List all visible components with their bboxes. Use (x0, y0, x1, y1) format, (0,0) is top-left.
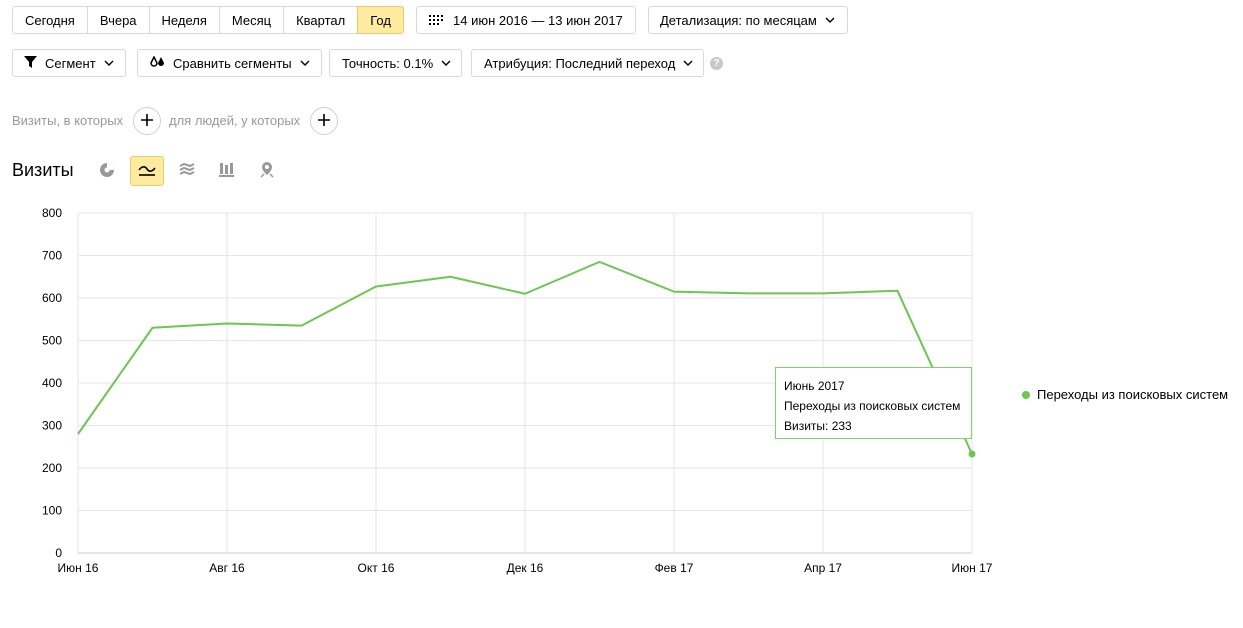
chevron-down-icon (441, 60, 451, 66)
bar-view-button[interactable] (210, 156, 244, 186)
y-tick-label: 0 (55, 546, 62, 560)
x-tick-label: Апр 17 (804, 561, 842, 575)
chevron-down-icon (825, 17, 835, 23)
line-chart-icon (138, 163, 156, 180)
y-tick-label: 400 (42, 376, 62, 390)
funnel-icon (24, 55, 37, 71)
tooltip-series: Переходы из поисковых систем (784, 399, 961, 413)
period-today-button[interactable]: Сегодня (13, 7, 88, 33)
map-view-button[interactable] (250, 156, 284, 186)
segment-label: Сегмент (45, 55, 96, 71)
x-tick-label: Окт 16 (358, 561, 395, 575)
detail-label: Детализация: по месяцам (660, 12, 817, 28)
pie-chart-icon (99, 162, 115, 181)
detail-dropdown[interactable]: Детализация: по месяцам (648, 6, 848, 34)
add-people-condition-button[interactable] (310, 107, 338, 135)
add-visit-condition-button[interactable] (133, 107, 161, 135)
plus-icon (141, 113, 153, 129)
y-tick-label: 200 (42, 461, 62, 475)
compare-label: Сравнить сегменты (173, 55, 292, 71)
map-icon (260, 161, 274, 181)
y-tick-label: 800 (42, 206, 62, 220)
y-tick-label: 100 (42, 504, 62, 518)
pie-view-button[interactable] (90, 156, 124, 186)
report-title: Визиты (12, 160, 74, 180)
y-tick-label: 600 (42, 291, 62, 305)
legend-series-label: Переходы из поисковых систем (1037, 387, 1229, 402)
accuracy-label: Точность: 0.1% (342, 55, 434, 71)
plus-icon (318, 113, 330, 129)
period-year-button[interactable]: Год (357, 6, 404, 34)
legend-dot-icon (1022, 390, 1030, 399)
visits-line-chart: 0 100 200 300 400 500 600 700 800 Июн 16 Авг 16 Ок… (42, 206, 993, 575)
y-tick-label: 300 (42, 419, 62, 433)
x-tick-label: Июн 17 (952, 561, 993, 575)
tooltip-date: Июнь 2017 (784, 379, 845, 393)
chevron-down-icon (683, 60, 693, 66)
period-quarter-button[interactable]: Квартал (284, 7, 359, 33)
bar-chart-icon (219, 162, 235, 180)
x-tick-label: Дек 16 (507, 561, 544, 575)
area-chart-icon (179, 162, 195, 180)
area-view-button[interactable] (170, 156, 204, 186)
attribution-label: Атрибуция: Последний переход (484, 55, 676, 71)
calendar-grid-icon (429, 13, 443, 28)
line-view-button[interactable] (130, 156, 164, 186)
series-line (77, 260, 973, 455)
period-month-button[interactable]: Месяц (220, 7, 285, 33)
tooltip-value: Визиты: 233 (784, 419, 852, 433)
compare-segments-dropdown[interactable]: Сравнить сегменты (137, 49, 322, 77)
y-tick-label: 700 (42, 249, 62, 263)
people-filter-label: для людей, у которых (169, 113, 301, 128)
help-icon[interactable]: ? (710, 57, 723, 70)
segment-dropdown[interactable]: Сегмент (12, 49, 126, 77)
chart-tooltip: Июнь 2017 Переходы из поисковых систем В… (775, 367, 972, 439)
date-range-button[interactable]: 14 июн 2016 — 13 июн 2017 (416, 6, 636, 34)
period-week-button[interactable]: Неделя (150, 7, 220, 33)
visits-filter-label: Визиты, в которых (12, 113, 124, 128)
chevron-down-icon (104, 60, 114, 66)
compare-drops-icon (150, 54, 165, 71)
chevron-down-icon (300, 60, 310, 66)
data-point[interactable] (968, 450, 976, 458)
chart-legend[interactable]: Переходы из поисковых систем (1022, 387, 1228, 402)
attribution-dropdown[interactable]: Атрибуция: Последний переход (471, 49, 705, 77)
y-tick-label: 500 (42, 334, 62, 348)
x-tick-label: Фев 17 (655, 561, 694, 575)
x-tick-label: Июн 16 (58, 561, 99, 575)
period-yesterday-button[interactable]: Вчера (88, 7, 150, 33)
accuracy-dropdown[interactable]: Точность: 0.1% (329, 49, 463, 77)
period-selector: Сегодня Вчера Неделя Месяц Квартал Год (12, 6, 404, 34)
x-tick-label: Авг 16 (209, 561, 245, 575)
date-range-label: 14 июн 2016 — 13 июн 2017 (453, 12, 623, 28)
